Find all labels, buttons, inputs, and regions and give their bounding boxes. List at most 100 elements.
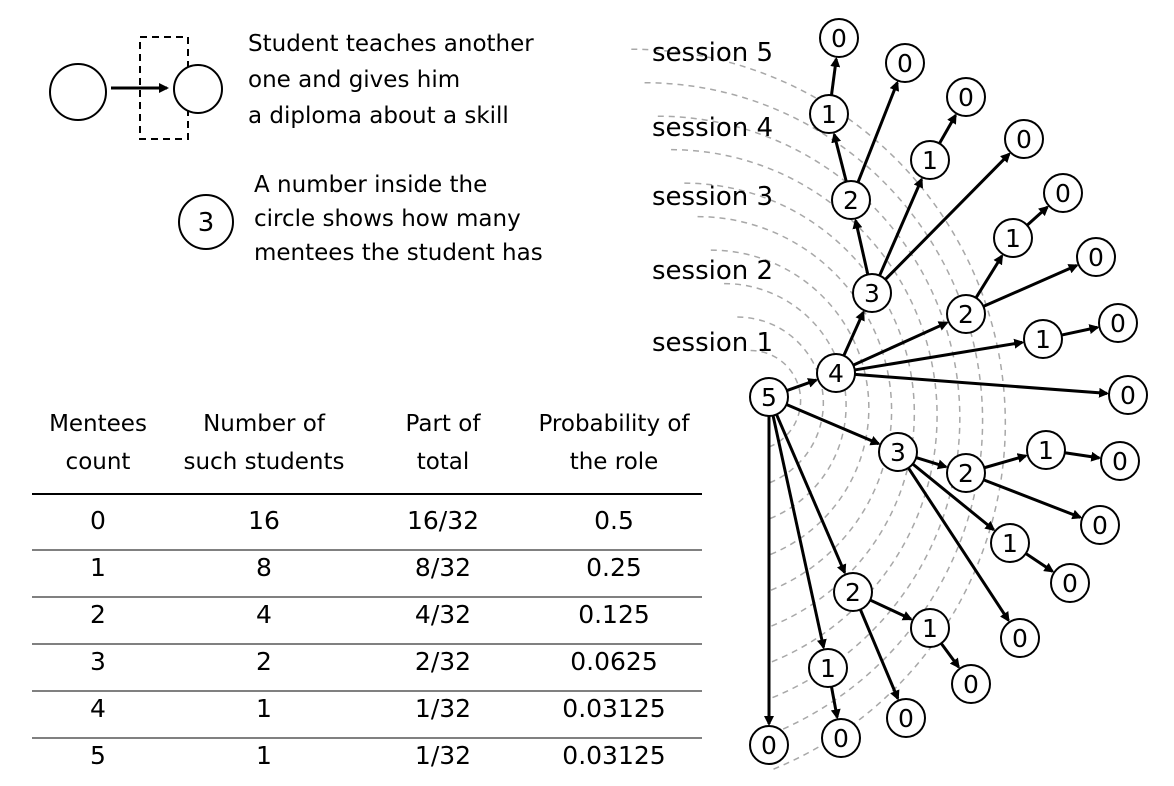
legend-number-line-2: circle shows how many <box>254 206 521 232</box>
student-node: 1 <box>1023 319 1063 359</box>
session-label-1: session 1 <box>652 328 774 358</box>
mentoring-arrow <box>771 415 827 650</box>
mentee-count-label: 0 <box>1112 447 1128 476</box>
table-cell: 0.0625 <box>570 647 658 676</box>
legend-number-example: 3 <box>178 194 234 250</box>
student-circle <box>1080 505 1120 545</box>
mentoring-arrow <box>786 378 819 393</box>
mentoring-arrow <box>1064 451 1102 462</box>
mentee-count-label: 1 <box>1002 529 1018 558</box>
mentee-count-label: 1 <box>922 614 938 643</box>
student-circle <box>852 273 892 313</box>
mentoring-arrow <box>915 456 948 470</box>
table-row-rules <box>32 549 702 739</box>
student-node: 0 <box>951 664 991 704</box>
mentoring-arrow <box>1061 324 1100 337</box>
session-label-4: session 4 <box>652 113 774 143</box>
mentoring-arrow <box>1024 552 1055 573</box>
session-ring <box>750 349 802 448</box>
student-node: 0 <box>1098 303 1138 343</box>
mentee-count-label: 0 <box>831 24 847 53</box>
student-circle <box>809 94 849 134</box>
mentee-count-label: 2 <box>845 578 861 607</box>
mentee-count-label: 0 <box>761 731 777 760</box>
mentoring-arrow <box>842 310 865 357</box>
mentee-count-label: 1 <box>922 146 938 175</box>
student-node: 3 <box>878 432 918 472</box>
student-node: 4 <box>816 353 856 393</box>
student-circle <box>749 725 789 765</box>
student-node: 0 <box>1043 173 1083 213</box>
legend-teacher-circle <box>49 63 107 121</box>
table-cell: 0.03125 <box>562 694 666 723</box>
student-node: 0 <box>946 77 986 117</box>
table-cell: 4/32 <box>414 600 472 629</box>
session-ring <box>644 81 984 736</box>
student-node: 0 <box>1080 505 1120 545</box>
student-circle <box>886 698 926 738</box>
table-cell: 1 <box>256 694 272 723</box>
table-cell: 2 <box>90 600 106 629</box>
session-label-3: session 3 <box>652 182 774 212</box>
table-cell: 8/32 <box>414 553 472 582</box>
mentoring-arrow <box>940 642 960 669</box>
mentoring-arrow <box>938 113 957 145</box>
student-circle <box>993 218 1033 258</box>
student-circle <box>1100 441 1140 481</box>
student-node: 0 <box>1004 119 1044 159</box>
student-circle <box>833 572 873 612</box>
table-header-number-students: Number of such students <box>174 405 354 481</box>
legend-arrow-line-2: one and gives him <box>248 67 461 93</box>
student-circle <box>1026 430 1066 470</box>
student-circle <box>1000 618 1040 658</box>
legend-arrow-line-3: a diploma about a skill <box>248 103 509 129</box>
student-circle <box>1050 563 1090 603</box>
mentee-count-label: 1 <box>821 100 837 129</box>
student-node: 2 <box>946 294 986 334</box>
legend-number-label: 3 <box>198 208 215 238</box>
mentee-count-label: 0 <box>1062 569 1078 598</box>
table-cell: 0.5 <box>594 506 634 535</box>
mentee-count-label: 2 <box>958 459 974 488</box>
mentee-count-label: 1 <box>1035 325 1051 354</box>
tree-edges <box>764 56 1110 726</box>
mentoring-arrow <box>983 453 1028 470</box>
student-node: 1 <box>910 140 950 180</box>
mentoring-arrow <box>982 264 1079 308</box>
mentoring-arrow <box>878 177 923 277</box>
header-line: such students <box>183 449 345 475</box>
student-node: 0 <box>1100 441 1140 481</box>
header-line: count <box>65 449 131 475</box>
student-circle <box>831 180 871 220</box>
student-circle <box>1108 375 1148 415</box>
header-line: the role <box>569 449 659 475</box>
mentoring-arrow <box>829 686 841 720</box>
student-node: 0 <box>886 698 926 738</box>
table-cell: 16 <box>248 506 280 535</box>
table-cell: 1/32 <box>414 694 472 723</box>
legend-arrow-example <box>49 36 223 140</box>
student-circle <box>946 294 986 334</box>
mentoring-arrow <box>829 56 841 96</box>
table-cell: 0.25 <box>586 553 642 582</box>
student-node: 0 <box>749 725 789 765</box>
mentee-count-label: 0 <box>1088 243 1104 272</box>
mentee-count-label: 4 <box>828 359 844 388</box>
header-line: Mentees <box>49 411 147 437</box>
mentee-count-label: 0 <box>898 704 914 733</box>
table-cell: 8 <box>256 553 272 582</box>
session-label-5: session 5 <box>652 38 774 68</box>
student-node: 0 <box>1076 237 1116 277</box>
student-circle <box>821 718 861 758</box>
student-circle <box>749 377 789 417</box>
student-node: 1 <box>993 218 1033 258</box>
student-node: 1 <box>809 94 849 134</box>
mentee-count-label: 2 <box>958 300 974 329</box>
legend-number-line-3: mentees the student has <box>254 240 543 266</box>
table-cell: 0.03125 <box>562 741 666 770</box>
table-cell: 5 <box>90 741 106 770</box>
header-line: Part of <box>405 411 481 437</box>
session-label-2: session 2 <box>652 256 774 286</box>
header-line: Probability of <box>538 411 690 437</box>
